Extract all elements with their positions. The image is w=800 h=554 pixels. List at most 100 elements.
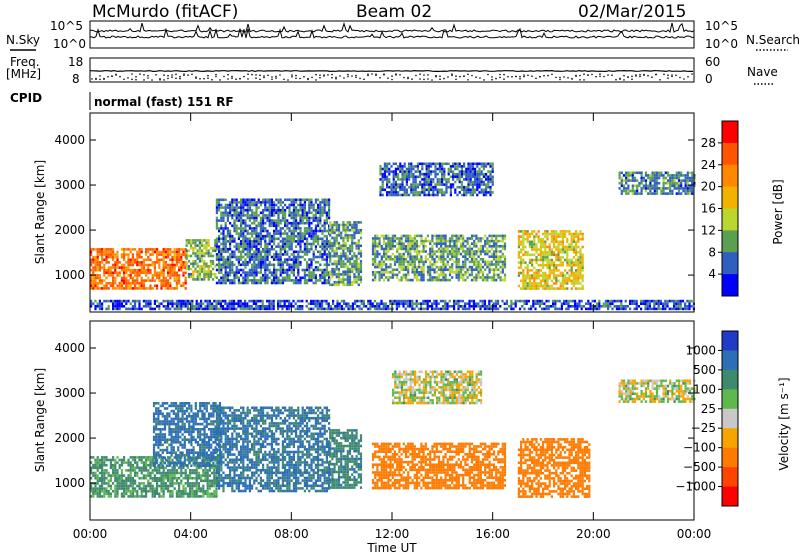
heatmap-cell [248,253,251,256]
heatmap-cell [346,239,349,242]
heatmap-cell [231,266,234,269]
heatmap-cell [526,253,529,257]
heatmap-cell [116,261,119,264]
heatmap-cell [399,165,402,168]
heatmap-cell [378,252,381,256]
heatmap-cell [688,176,692,180]
heatmap-cell [292,279,295,282]
nave-dot [615,78,617,81]
heatmap-cell [475,242,478,245]
heatmap-cell [468,250,471,253]
heatmap-cell [284,232,287,235]
heatmap-cell [432,162,435,166]
heatmap-cell [290,247,293,251]
heatmap-cell [481,260,485,264]
heatmap-cell [434,185,437,189]
heatmap-cell [386,162,389,166]
heatmap-cell [281,263,284,267]
heatmap-cell [338,305,341,308]
heatmap-cell [418,278,421,282]
heatmap-cell [386,191,389,194]
heatmap-cell [145,274,148,277]
heatmap-cell [649,181,652,185]
heatmap-cell [475,263,478,266]
heatmap-cell [175,276,178,280]
heatmap-cell [446,278,449,282]
heatmap-cell [285,305,288,308]
heatmap-cell [647,192,650,195]
heatmap-cell [440,271,443,274]
heatmap-cell [197,302,200,305]
heatmap-cell [171,258,174,262]
heatmap-cell [299,281,302,285]
heatmap-cell [224,263,227,267]
heatmap-cell [259,263,262,267]
heatmap-cell [378,245,381,248]
heatmap-cell [262,263,265,267]
heatmap-cell [348,275,352,279]
heatmap-cell [237,237,240,241]
heatmap-cell [222,234,225,238]
heatmap-cell [262,208,265,212]
heatmap-cell [317,255,320,259]
heatmap-cell [323,299,326,303]
heatmap-cell [474,162,477,166]
heatmap-cell [492,305,495,308]
heatmap-cell [501,239,504,243]
heatmap-cell [627,189,630,193]
heatmap-cell [581,287,584,290]
heatmap-cell [233,299,236,303]
heatmap-cell [688,192,692,195]
heatmap-cell [171,287,174,290]
heatmap-cell [129,250,132,254]
heatmap-cell [184,305,187,308]
heatmap-cell [474,183,477,186]
heatmap-cell [553,261,556,264]
heatmap-cell [215,206,218,209]
heatmap-cell [325,211,328,215]
heatmap-cell [456,172,459,176]
heatmap-cell [306,221,309,225]
heatmap-cell [103,263,106,267]
heatmap-cell [171,271,174,275]
heatmap-cell [412,167,415,171]
heatmap-cell [393,237,397,240]
heatmap-cell [348,252,352,255]
heatmap-cell [477,271,480,274]
heatmap-cell [398,239,401,243]
heatmap-cell [178,307,181,311]
heatmap-cell [411,271,414,274]
heatmap-cell [355,231,358,235]
heatmap-cell [479,299,482,303]
heatmap-cell [468,247,471,251]
heatmap-cell [346,257,349,261]
heatmap-cell [250,307,253,311]
heatmap-cell [279,250,282,254]
heatmap-cell [127,279,130,282]
heatmap-cell [175,274,178,277]
heatmap-cell [381,180,384,184]
heatmap-cell [297,208,300,212]
heatmap-cell [539,274,542,277]
heatmap-cell [186,299,189,303]
heatmap-cell [90,281,93,285]
heatmap-cell [203,254,206,258]
heatmap-cell [312,240,315,243]
heatmap-cell [329,307,332,311]
heatmap-cell [203,272,206,276]
cpid-label: CPID [10,91,42,105]
heatmap-cell [160,250,163,254]
heatmap-cell [264,221,267,225]
heatmap-cell [662,174,665,177]
heatmap-cell [355,241,358,245]
heatmap-cell [346,270,349,274]
heatmap-cell [279,271,282,274]
heatmap-cell [239,302,242,305]
heatmap-cell [559,256,562,259]
heatmap-cell [295,255,298,259]
heatmap-cell [459,273,463,277]
heatmap-cell [570,263,573,267]
heatmap-cell [564,235,567,238]
heatmap-cell [314,245,317,248]
heatmap-cell [424,255,427,258]
